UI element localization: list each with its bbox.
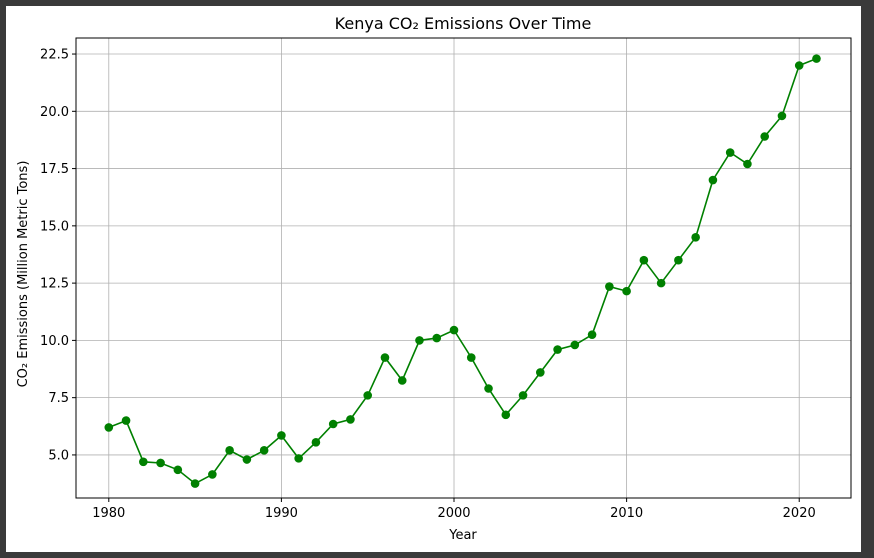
data-point [259, 446, 269, 455]
y-tick-label: 10.0 [40, 334, 69, 349]
y-tick-label: 7.5 [48, 391, 69, 406]
y-axis-label: CO₂ Emissions (Million Metric Tons) [16, 161, 31, 388]
data-point [242, 455, 252, 464]
data-point [708, 175, 718, 185]
data-point [570, 340, 580, 350]
y-tick-label: 17.5 [40, 162, 69, 177]
data-point [587, 330, 597, 339]
data-point [501, 410, 511, 420]
data-point [277, 431, 286, 440]
data-point [777, 111, 787, 121]
data-point [518, 391, 528, 400]
data-point [605, 282, 614, 291]
x-tick-label: 1990 [265, 506, 298, 521]
data-point [536, 368, 545, 377]
axis-ticks: 1980 1990 2000 2010 2020 5.0 7.5 10.0 12.5 15.0 17… [40, 48, 816, 521]
series-line [108, 57, 817, 485]
chart-figure: Kenya CO₂ Emissions Over Time 1980 1990 20… [6, 6, 861, 552]
grid-lines [76, 38, 851, 498]
data-point [622, 286, 631, 296]
line-chart: Kenya CO₂ Emissions Over Time 1980 1990 20… [16, 14, 852, 543]
data-point [397, 376, 407, 385]
data-point [725, 148, 735, 157]
data-point [311, 438, 321, 447]
y-tick-label: 15.0 [40, 219, 69, 234]
data-point [346, 415, 355, 424]
y-tick-label: 5.0 [48, 448, 69, 463]
data-point [415, 336, 424, 345]
data-point [139, 457, 148, 467]
data-point [760, 132, 769, 141]
x-tick-label: 2000 [437, 506, 470, 521]
data-point [328, 419, 338, 429]
data-point [363, 391, 373, 400]
chart-title: Kenya CO₂ Emissions Over Time [335, 14, 592, 33]
data-point [294, 454, 303, 463]
data-point [466, 353, 476, 362]
data-point [794, 61, 804, 70]
x-axis-label: Year [448, 528, 477, 543]
data-point [674, 255, 683, 265]
data-point [432, 333, 442, 343]
data-point [173, 465, 183, 475]
y-tick-label: 12.5 [40, 277, 69, 292]
data-point [449, 325, 459, 335]
x-tick-label: 1980 [92, 506, 125, 521]
data-point [121, 416, 131, 425]
y-tick-label: 20.0 [40, 105, 69, 120]
x-tick-label: 2010 [610, 506, 643, 521]
data-point [743, 159, 752, 169]
data-point [553, 345, 562, 354]
data-point [156, 458, 165, 468]
data-point [104, 423, 114, 432]
data-point [812, 54, 821, 63]
data-point [380, 353, 390, 362]
data-point [656, 278, 666, 288]
y-tick-label: 22.5 [40, 48, 69, 63]
x-tick-label: 2020 [783, 506, 816, 521]
data-point [225, 446, 234, 455]
data-point [691, 233, 700, 242]
plot-area-frame [75, 37, 852, 499]
data-series [104, 54, 821, 488]
data-point [190, 479, 200, 488]
data-point [639, 255, 649, 265]
data-point [208, 470, 217, 479]
data-point [484, 384, 493, 393]
